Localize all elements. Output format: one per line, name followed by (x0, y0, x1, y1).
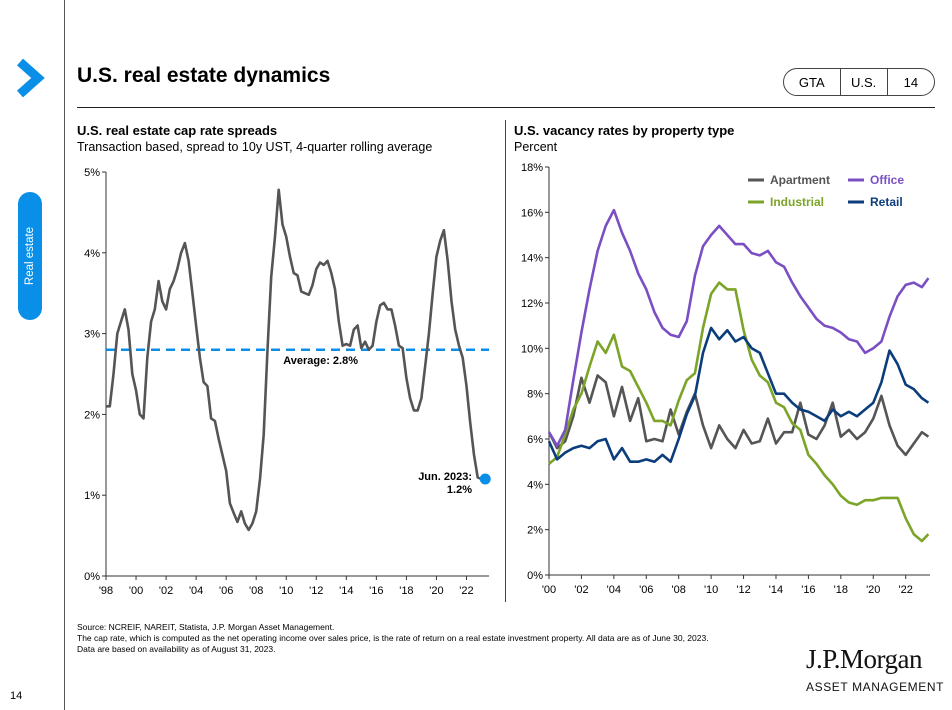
right-y-tick-label: 18% (521, 162, 543, 174)
left-chart-subtitle: Transaction based, spread to 10y UST, 4-… (77, 140, 433, 154)
right-x-tick-label: '06 (639, 584, 653, 596)
legend-industrial-label: Industrial (770, 195, 824, 209)
right-chart-subtitle: Percent (514, 140, 558, 154)
right-x-tick-label: '18 (834, 584, 848, 596)
end-point-marker (479, 473, 491, 485)
right-y-tick-label: 12% (521, 298, 543, 310)
right-y-tick-label: 14% (521, 253, 543, 265)
left-series-line (106, 188, 486, 532)
right-x-tick-label: '10 (704, 584, 718, 596)
end-point-label-line2: 1.2% (447, 484, 472, 496)
right-x-tick-label: '02 (574, 584, 588, 596)
brand-subtitle: ASSET MANAGEMENT (806, 680, 945, 694)
brand-logo: J.P.Morgan (806, 644, 923, 674)
footnotes: Source: NCREIF, NAREIT, Statista, J.P. M… (77, 622, 797, 655)
right-y-tick-label: 2% (527, 525, 543, 537)
title-divider (77, 107, 935, 108)
footnote-definition: The cap rate, which is computed as the n… (77, 633, 709, 643)
right-y-tick-label: 16% (521, 207, 543, 219)
left-x-tick-label: '12 (309, 585, 323, 597)
legend-apartment-label: Apartment (770, 173, 830, 187)
right-x-tick-label: '20 (866, 584, 880, 596)
right-y-tick-label: 8% (527, 389, 543, 401)
section-tab-real-estate[interactable]: Real estate (18, 192, 42, 320)
left-chart-title: U.S. real estate cap rate spreads (77, 123, 278, 138)
left-margin-rule (64, 0, 65, 710)
left-x-tick-label: '16 (369, 585, 383, 597)
legend-retail-label: Retail (870, 195, 903, 209)
right-x-tick-label: '08 (672, 584, 686, 596)
badge-page: 14 (886, 69, 934, 95)
left-y-tick-label: 3% (84, 329, 100, 341)
left-x-tick-label: '14 (339, 585, 353, 597)
right-y-tick-label: 0% (527, 570, 543, 582)
left-x-tick-label: '02 (159, 585, 173, 597)
left-x-tick-label: '00 (129, 585, 143, 597)
left-y-tick-label: 4% (84, 248, 100, 260)
left-y-tick-label: 2% (84, 409, 100, 421)
right-y-tick-label: 10% (521, 343, 543, 355)
right-x-tick-label: '12 (736, 584, 750, 596)
footnote-source: Source: NCREIF, NAREIT, Statista, J.P. M… (77, 622, 335, 632)
right-series-industrial (548, 281, 930, 543)
left-y-tick-label: 5% (84, 167, 100, 179)
left-x-tick-label: '18 (399, 585, 413, 597)
left-x-tick-label: '22 (459, 585, 473, 597)
right-x-tick-label: '22 (899, 584, 913, 596)
left-x-tick-label: '08 (249, 585, 263, 597)
left-y-tick-label: 1% (84, 490, 100, 502)
left-x-tick-label: '10 (279, 585, 293, 597)
left-x-tick-label: '06 (219, 585, 233, 597)
right-chart-title: U.S. vacancy rates by property type (514, 123, 735, 138)
page-badge: GTA U.S. 14 (783, 68, 935, 96)
right-series-office (547, 208, 930, 448)
right-x-tick-label: '00 (542, 584, 556, 596)
page-number: 14 (10, 690, 23, 702)
footnote-availability: Data are based on availability as of Aug… (77, 644, 276, 654)
average-label: Average: 2.8% (283, 355, 358, 367)
left-x-tick-label: '20 (429, 585, 443, 597)
left-x-tick-label: '04 (189, 585, 203, 597)
right-y-tick-label: 6% (527, 434, 543, 446)
right-series-retail (547, 326, 930, 463)
page-title: U.S. real estate dynamics (77, 64, 331, 87)
chevron-right-icon (17, 58, 45, 98)
left-x-tick-label: '98 (99, 585, 113, 597)
badge-gta: GTA (798, 74, 825, 90)
legend-office-label: Office (870, 173, 904, 187)
left-y-tick-label: 0% (84, 571, 100, 583)
right-series-apartment (547, 374, 930, 457)
right-x-tick-label: '16 (801, 584, 815, 596)
right-y-tick-label: 4% (527, 479, 543, 491)
right-x-tick-label: '14 (769, 584, 783, 596)
end-point-label-line1: Jun. 2023: (418, 471, 472, 483)
chart-divider (505, 120, 506, 602)
right-x-tick-label: '04 (607, 584, 621, 596)
badge-region: U.S. (839, 69, 887, 95)
